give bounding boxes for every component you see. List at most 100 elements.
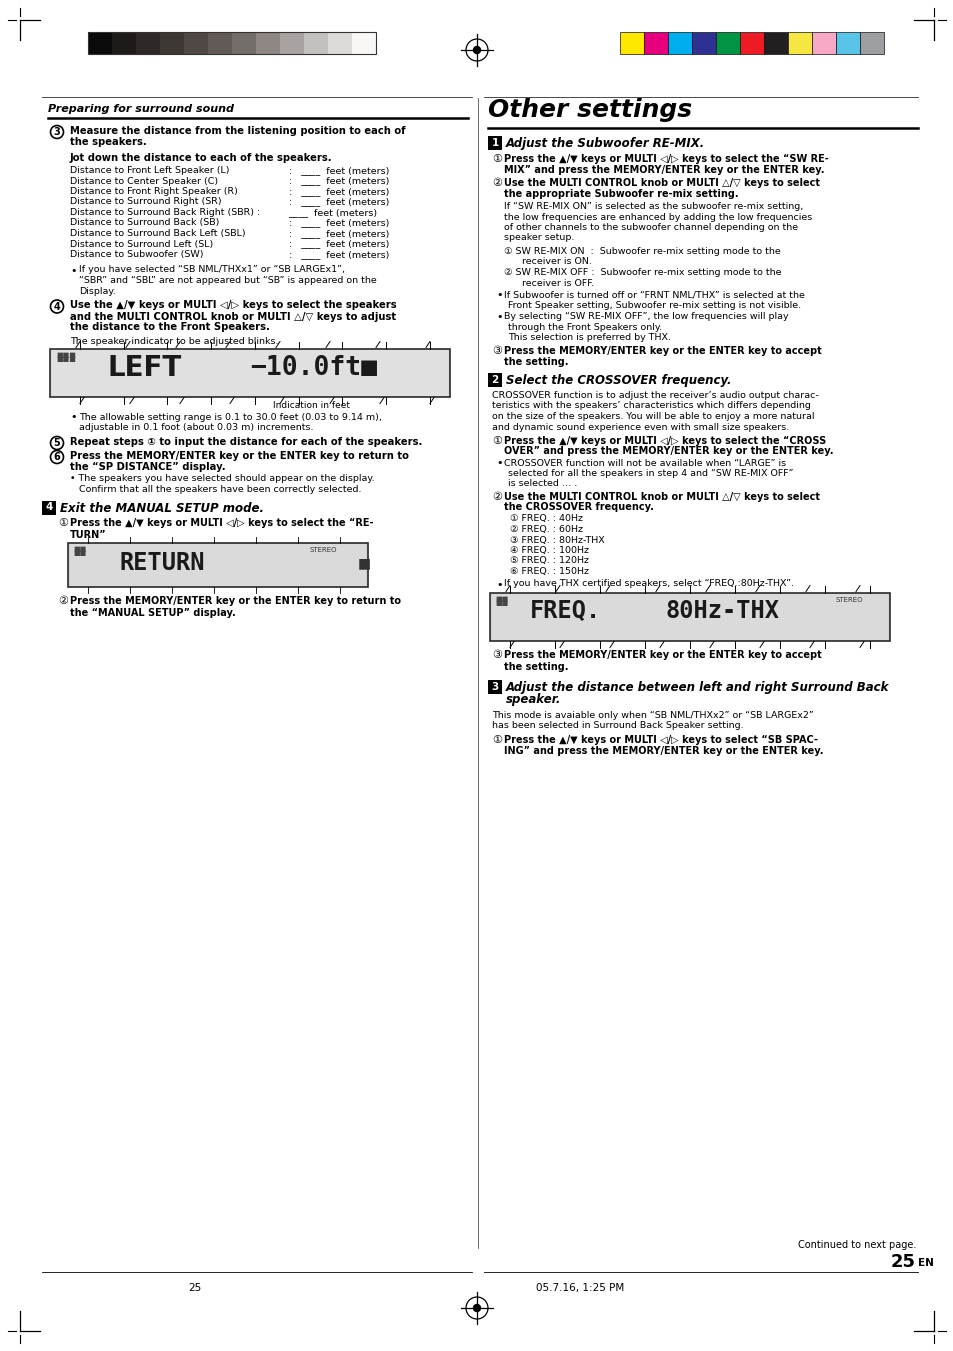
Text: RETURN: RETURN <box>120 550 205 574</box>
Bar <box>763 32 787 54</box>
Bar <box>160 32 184 54</box>
Bar <box>70 543 366 585</box>
Text: the “MANUAL SETUP” display.: the “MANUAL SETUP” display. <box>70 608 235 617</box>
Text: Confirm that all the speakers have been correctly selected.: Confirm that all the speakers have been … <box>79 485 361 493</box>
Text: the setting.: the setting. <box>503 662 568 671</box>
Text: ② FREQ. : 60Hz: ② FREQ. : 60Hz <box>510 526 582 534</box>
Text: The speaker indicator to be adjusted blinks.: The speaker indicator to be adjusted bli… <box>70 336 278 346</box>
Text: 3: 3 <box>53 127 60 136</box>
Text: ① FREQ. : 40Hz: ① FREQ. : 40Hz <box>510 515 582 523</box>
Bar <box>740 32 763 54</box>
Text: 5: 5 <box>53 438 60 449</box>
Bar <box>643 32 667 54</box>
Text: ■■■: ■■■ <box>56 357 76 362</box>
Bar <box>232 32 255 54</box>
Text: ■■: ■■ <box>495 600 508 607</box>
Text: ②: ② <box>58 597 68 607</box>
Text: through the Front Speakers only.: through the Front Speakers only. <box>507 323 661 331</box>
Text: ② SW RE-MIX OFF :  Subwoofer re-mix setting mode to the: ② SW RE-MIX OFF : Subwoofer re-mix setti… <box>503 267 781 277</box>
Text: :   ____  feet (meters): : ____ feet (meters) <box>280 219 389 227</box>
Text: :   ____  feet (meters): : ____ feet (meters) <box>280 197 389 207</box>
Text: This selection is preferred by THX.: This selection is preferred by THX. <box>507 332 670 342</box>
Text: The allowable setting range is 0.1 to 30.0 feet (0.03 to 9.14 m),: The allowable setting range is 0.1 to 30… <box>79 412 381 422</box>
Text: the “SP DISTANCE” display.: the “SP DISTANCE” display. <box>70 462 226 471</box>
Text: :   ____  feet (meters): : ____ feet (meters) <box>280 250 389 259</box>
Text: Measure the distance from the listening position to each of: Measure the distance from the listening … <box>70 126 405 136</box>
Text: speaker setup.: speaker setup. <box>503 234 574 242</box>
Text: Press the ▲/▼ keys or MULTI ◁/▷ keys to select the “CROSS: Press the ▲/▼ keys or MULTI ◁/▷ keys to … <box>503 435 825 446</box>
Text: Jot down the distance to each of the speakers.: Jot down the distance to each of the spe… <box>70 153 333 163</box>
Text: This mode is avaiable only when “SB NML/THXx2” or “SB LARGEx2”: This mode is avaiable only when “SB NML/… <box>492 711 813 720</box>
Text: ②: ② <box>492 178 501 188</box>
Text: the speakers.: the speakers. <box>70 136 147 147</box>
Text: :   ____  feet (meters): : ____ feet (meters) <box>280 177 389 185</box>
Text: •: • <box>70 266 76 276</box>
Bar <box>488 373 501 386</box>
Text: the appropriate Subwoofer re-mix setting.: the appropriate Subwoofer re-mix setting… <box>503 189 738 199</box>
Text: the setting.: the setting. <box>503 357 568 367</box>
Text: By selecting “SW RE-MIX OFF”, the low frequencies will play: By selecting “SW RE-MIX OFF”, the low fr… <box>503 312 788 322</box>
Text: ④ FREQ. : 100Hz: ④ FREQ. : 100Hz <box>510 546 588 555</box>
Text: ■■: ■■ <box>495 596 508 601</box>
Text: and dynamic sound experience even with small size speakers.: and dynamic sound experience even with s… <box>492 423 788 431</box>
Text: Distance to Surround Left (SL): Distance to Surround Left (SL) <box>70 239 213 249</box>
Bar <box>184 32 208 54</box>
Text: If “SW RE-MIX ON” is selected as the subwoofer re-mix setting,: If “SW RE-MIX ON” is selected as the sub… <box>503 203 802 211</box>
Text: •: • <box>70 412 76 423</box>
Text: Distance to Surround Back Left (SBL): Distance to Surround Back Left (SBL) <box>70 230 245 238</box>
Text: Select the CROSSOVER frequency.: Select the CROSSOVER frequency. <box>505 374 731 386</box>
Circle shape <box>473 46 480 54</box>
Text: :   ____  feet (meters): : ____ feet (meters) <box>280 186 389 196</box>
Text: 1: 1 <box>491 138 498 149</box>
Text: ____  feet (meters): ____ feet (meters) <box>280 208 376 218</box>
Text: Distance to Front Right Speaker (R): Distance to Front Right Speaker (R) <box>70 186 237 196</box>
Text: “SBR” and “SBL” are not appeared but “SB” is appeared on the: “SBR” and “SBL” are not appeared but “SB… <box>79 276 376 285</box>
Text: Exit the MANUAL SETUP mode.: Exit the MANUAL SETUP mode. <box>60 501 264 515</box>
Bar <box>304 32 328 54</box>
Text: Press the ▲/▼ keys or MULTI ◁/▷ keys to select the “SW RE-: Press the ▲/▼ keys or MULTI ◁/▷ keys to … <box>503 154 828 163</box>
Bar <box>255 32 280 54</box>
Text: is selected … .: is selected … . <box>507 480 577 489</box>
Text: Press the MEMORY/ENTER key or the ENTER key to accept: Press the MEMORY/ENTER key or the ENTER … <box>503 650 821 661</box>
Text: Other settings: Other settings <box>488 99 691 122</box>
Circle shape <box>473 1305 480 1312</box>
Bar <box>488 136 501 150</box>
Text: OVER” and press the MEMORY/ENTER key or the ENTER key.: OVER” and press the MEMORY/ENTER key or … <box>503 446 833 457</box>
Text: Use the MULTI CONTROL knob or MULTI △/▽ keys to select: Use the MULTI CONTROL knob or MULTI △/▽ … <box>503 178 820 188</box>
Text: ①: ① <box>492 735 501 744</box>
Text: ■■■: ■■■ <box>56 351 76 358</box>
Text: 25: 25 <box>188 1283 201 1293</box>
Text: If Subwoofer is turned off or “FRNT NML/THX” is selected at the: If Subwoofer is turned off or “FRNT NML/… <box>503 290 804 300</box>
Text: teristics with the speakers’ characteristics which differs depending: teristics with the speakers’ characteris… <box>492 401 810 411</box>
Text: ■: ■ <box>357 557 371 570</box>
Bar <box>716 32 740 54</box>
Bar <box>492 593 887 639</box>
Text: • The speakers you have selected should appear on the display.: • The speakers you have selected should … <box>70 474 375 484</box>
Text: Press the MEMORY/ENTER key or the ENTER key to accept: Press the MEMORY/ENTER key or the ENTER … <box>503 346 821 357</box>
Bar <box>42 500 56 515</box>
Text: EN: EN <box>917 1258 933 1269</box>
Text: of other channels to the subwoofer channel depending on the: of other channels to the subwoofer chann… <box>503 223 798 232</box>
Bar <box>88 32 375 54</box>
Text: Use the MULTI CONTROL knob or MULTI △/▽ keys to select: Use the MULTI CONTROL knob or MULTI △/▽ … <box>503 492 820 501</box>
Text: 3: 3 <box>491 681 498 692</box>
Bar <box>835 32 859 54</box>
Text: CROSSOVER function will not be available when “LARGE” is: CROSSOVER function will not be available… <box>503 458 785 467</box>
Bar <box>667 32 691 54</box>
Text: adjustable in 0.1 foot (about 0.03 m) increments.: adjustable in 0.1 foot (about 0.03 m) in… <box>79 423 314 432</box>
Text: Indication in feet: Indication in feet <box>273 400 350 409</box>
Text: MIX” and press the MEMORY/ENTER key or the ENTER key.: MIX” and press the MEMORY/ENTER key or t… <box>503 165 823 176</box>
Text: •: • <box>496 312 502 322</box>
Text: ③: ③ <box>492 346 501 357</box>
Text: receiver is ON.: receiver is ON. <box>521 257 591 266</box>
Text: ②: ② <box>492 492 501 501</box>
Text: LEFT: LEFT <box>108 354 182 382</box>
Text: Press the MEMORY/ENTER key or the ENTER key to return to: Press the MEMORY/ENTER key or the ENTER … <box>70 451 409 461</box>
Text: Adjust the Subwoofer RE-MIX.: Adjust the Subwoofer RE-MIX. <box>505 136 704 150</box>
Text: has been selected in Surround Back Speaker setting.: has been selected in Surround Back Speak… <box>492 721 742 730</box>
Text: TURN”: TURN” <box>70 530 107 539</box>
Bar <box>691 32 716 54</box>
Text: CROSSOVER function is to adjust the receiver’s audio output charac-: CROSSOVER function is to adjust the rece… <box>492 390 818 400</box>
Bar <box>619 32 643 54</box>
Text: Distance to Subwoofer (SW): Distance to Subwoofer (SW) <box>70 250 203 259</box>
